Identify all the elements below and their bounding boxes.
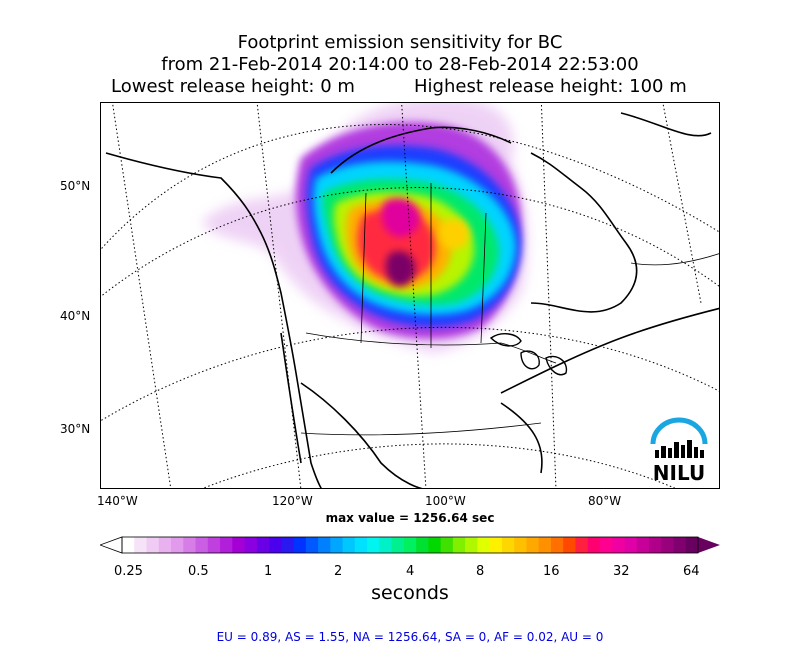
lat-label-50n: 50°N [60, 179, 91, 193]
lon-label-120w: 120°W [272, 494, 313, 508]
colorbar-segment [244, 537, 258, 553]
colorbar-segment [599, 537, 613, 553]
colorbar-segment [489, 537, 503, 553]
colorbar-label: seconds [371, 582, 449, 604]
colorbar-segment [624, 537, 638, 553]
colorbar-segment [256, 537, 270, 553]
colorbar-tick-label: 2 [334, 564, 343, 579]
colorbar [98, 535, 720, 559]
great-lakes [489, 333, 568, 376]
lat-label-30n: 30°N [60, 422, 91, 436]
colorbar-segment [379, 537, 393, 553]
colorbar-segment [318, 537, 331, 553]
lon-label-140w: 140°W [97, 494, 138, 508]
colorbar-segment [330, 537, 344, 553]
nilu-logo-text: NILU [653, 461, 705, 484]
colorbar-segment [440, 537, 454, 553]
sensitivity-field [201, 103, 528, 353]
colorbar-segment [673, 537, 687, 553]
colorbar-graphic [98, 536, 720, 554]
colorbar-segment [171, 537, 184, 553]
colorbar-segment [563, 537, 577, 553]
colorbar-tick-label: 32 [613, 564, 630, 579]
colorbar-segment [232, 537, 246, 553]
colorbar-segment [685, 537, 699, 553]
borders [300, 183, 719, 436]
nilu-logo: NILU [645, 412, 713, 485]
max-value-label: max value = 1256.64 sec [325, 511, 495, 525]
colorbar-segment [428, 537, 442, 553]
colorbar-segment [465, 537, 479, 553]
colorbar-segment [391, 537, 405, 553]
colorbar-segment [367, 537, 380, 553]
region-summary: EU = 0.89, AS = 1.55, NA = 1256.64, SA =… [216, 630, 604, 644]
colorbar-segment [220, 537, 233, 553]
colorbar-segment [612, 537, 626, 553]
colorbar-segment [269, 537, 282, 553]
colorbar-segment [305, 537, 319, 553]
colorbar-segment [538, 537, 552, 553]
lat-label-40n: 40°N [60, 309, 91, 323]
lowest-release-height: Lowest release height: 0 m [111, 76, 355, 97]
colorbar-tick-label: 4 [406, 564, 415, 579]
nilu-logo-graphic: NILU [650, 417, 708, 485]
colorbar-segment [281, 537, 295, 553]
footprint-map [101, 103, 719, 488]
colorbar-segment [158, 537, 172, 553]
colorbar-min-extend [98, 536, 123, 554]
colorbar-segment [636, 537, 650, 553]
colorbar-tick-label: 16 [543, 564, 560, 579]
colorbar-segment [477, 537, 491, 553]
colorbar-tick-label: 64 [683, 564, 700, 579]
colorbar-segment [134, 537, 148, 553]
chart-subtitle-period: from 21-Feb-2014 20:14:00 to 28-Feb-2014… [161, 54, 639, 75]
colorbar-tick-label: 0.5 [188, 564, 209, 579]
graticule [101, 103, 719, 488]
colorbar-segment [452, 537, 466, 553]
colorbar-segment [354, 537, 368, 553]
highest-release-height: Highest release height: 100 m [414, 76, 687, 97]
colorbar-segment [195, 537, 209, 553]
lon-label-100w: 100°W [425, 494, 466, 508]
lon-label-80w: 80°W [588, 494, 622, 508]
colorbar-segment [501, 537, 515, 553]
colorbar-segment [183, 537, 197, 553]
colorbar-segment [575, 537, 589, 553]
colorbar-tick-label: 8 [476, 564, 485, 579]
colorbar-segment [122, 537, 135, 553]
colorbar-segment [587, 537, 601, 553]
chart-title: Footprint emission sensitivity for BC [237, 32, 563, 53]
colorbar-segment [207, 537, 221, 553]
coastlines [105, 112, 719, 488]
colorbar-outline [121, 536, 699, 554]
colorbar-segment [293, 537, 307, 553]
colorbar-segment [514, 537, 528, 553]
map-frame [100, 102, 720, 489]
colorbar-segment [648, 537, 662, 553]
colorbar-segment [416, 537, 429, 553]
colorbar-segment [550, 537, 564, 553]
colorbar-tick-label: 1 [264, 564, 273, 579]
colorbar-tick-label: 0.25 [114, 564, 143, 579]
colorbar-segment [146, 537, 160, 553]
colorbar-segment [526, 537, 540, 553]
colorbar-segment [661, 537, 675, 553]
colorbar-max-extend [698, 537, 720, 553]
colorbar-segment [403, 537, 417, 553]
colorbar-segment [342, 537, 356, 553]
